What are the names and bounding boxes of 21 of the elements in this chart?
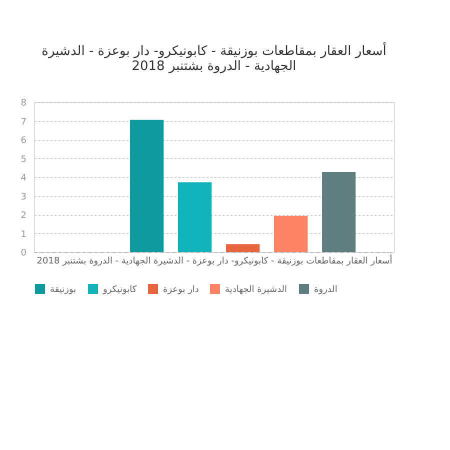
y-tick-label: 4 [20,174,27,184]
bar [178,182,212,252]
y-tick-label: 6 [20,136,27,146]
legend-label: كابونيكرو [102,285,138,295]
y-tick-label: 1 [20,230,26,240]
x-axis-title: أسعار العقار بمقاطعات بوزنيقة - كابونيكرو- دار بوعزة - الدشيرة الجهادية - الدروة بشتنبر 2018 [36,254,392,266]
y-tick-label: 5 [20,154,26,165]
legend-label: بوزنيقة [50,285,76,295]
y-tick-label: 2 [20,211,26,221]
bar [322,172,356,252]
bar [274,216,308,252]
bar [130,120,164,252]
chart-title: أسعار العقار بمقاطعات بوزنيقة - كابونيكرو- دار بوعزة - الدشيرة الجهادية - الدروة بشتنبر 2018 [42,42,386,74]
legend-label: الدشيرة الجهادية [225,285,288,295]
legend-label: الدروة [314,285,338,295]
y-tick-label: 7 [20,117,26,128]
y-tick-label: 3 [20,192,26,202]
y-tick-label: 8 [20,98,27,108]
y-tick-label: 0 [20,248,27,258]
bar [226,244,260,252]
legend-label: دار بوعزة [163,285,199,295]
